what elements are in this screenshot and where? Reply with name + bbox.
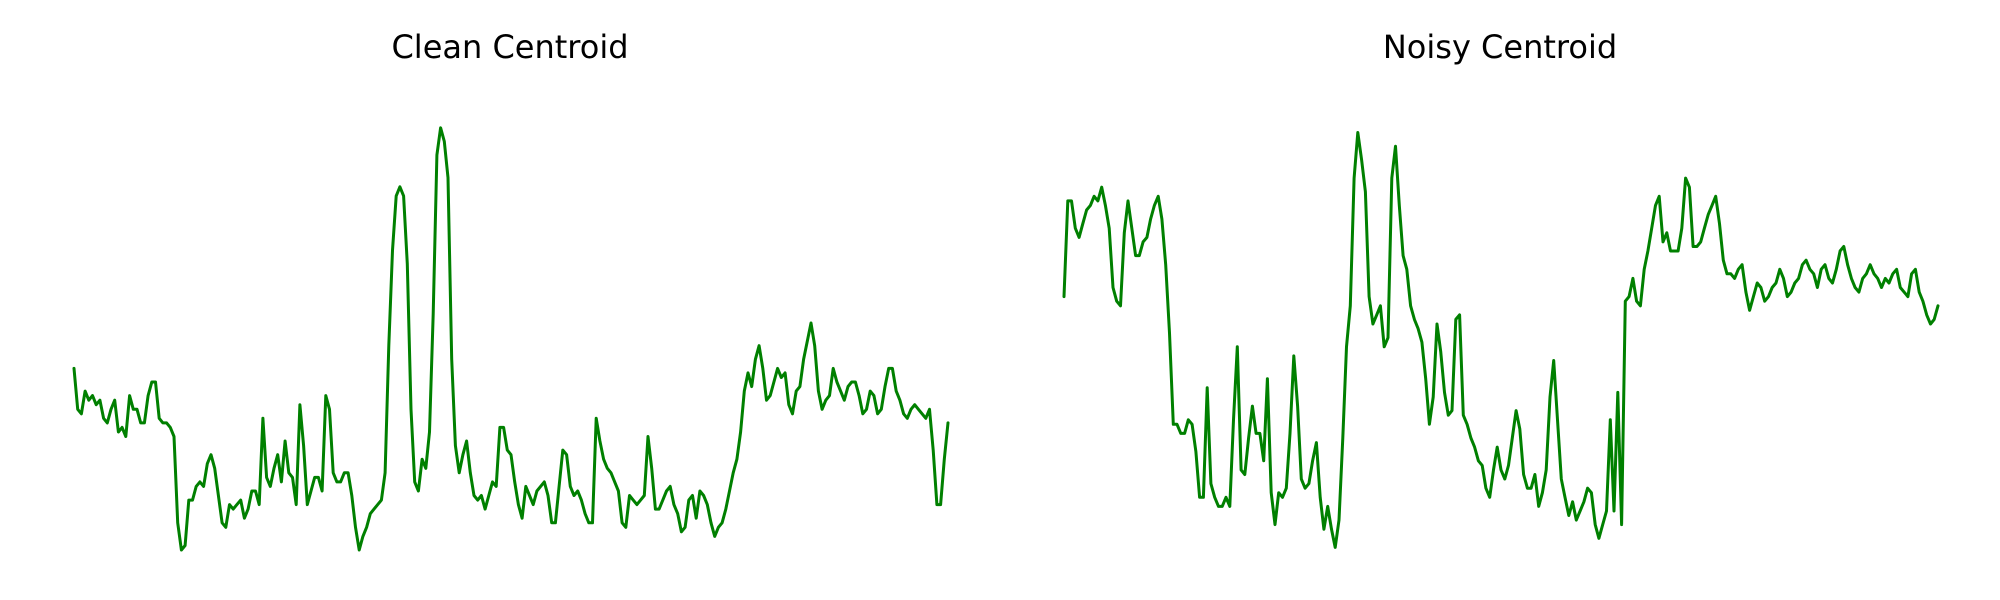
noisy-centroid-title: Noisy Centroid xyxy=(1383,28,1617,66)
noisy-centroid-chart: Noisy Centroid xyxy=(1062,28,1940,549)
noisy-centroid-plot-area xyxy=(1062,131,1940,549)
clean-centroid-chart: Clean Centroid xyxy=(72,28,950,552)
clean-centroid-line xyxy=(72,126,950,552)
clean-centroid-title: Clean Centroid xyxy=(391,28,628,66)
noisy-centroid-line xyxy=(1062,131,1940,549)
clean-centroid-plot-area xyxy=(72,126,950,552)
